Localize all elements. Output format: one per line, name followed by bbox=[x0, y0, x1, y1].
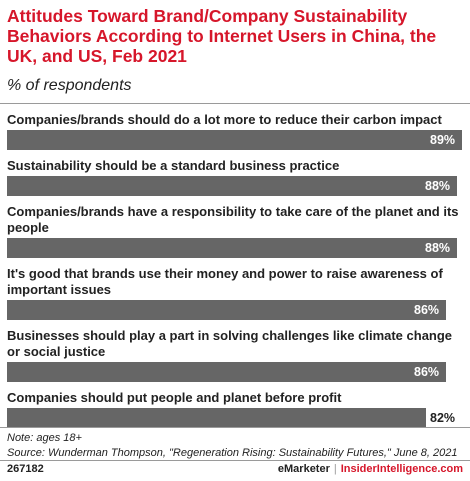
chart-notes: Note: ages 18+ Source: Wunderman Thompso… bbox=[7, 431, 458, 461]
bar-value-label: 82% bbox=[430, 411, 456, 425]
category-label: Companies/brands have a responsibility t… bbox=[7, 204, 459, 235]
bar bbox=[7, 362, 446, 382]
bar bbox=[7, 408, 426, 428]
insider-intelligence-link[interactable]: InsiderIntelligence.com bbox=[340, 463, 463, 475]
bar-value-label: 88% bbox=[425, 241, 451, 255]
bar bbox=[7, 130, 462, 150]
bar bbox=[7, 238, 457, 258]
bar-value-label: 89% bbox=[430, 133, 456, 147]
bar bbox=[7, 176, 457, 196]
chart-title: Attitudes Toward Brand/Company Sustainab… bbox=[7, 6, 437, 66]
bar-value-label: 86% bbox=[414, 303, 440, 317]
emarketer-logo-text: eMarketer bbox=[277, 463, 330, 475]
category-label: Sustainability should be a standard busi… bbox=[7, 158, 340, 173]
source-text: Source: Wunderman Thompson, "Regeneratio… bbox=[7, 447, 458, 459]
bottom-divider bbox=[0, 427, 470, 428]
brand-separator: | bbox=[333, 463, 337, 475]
chart-subtitle: % of respondents bbox=[7, 77, 132, 94]
footer-brand: eMarketer | InsiderIntelligence.com bbox=[278, 462, 463, 476]
note-text: Note: ages 18+ bbox=[7, 432, 82, 444]
bar-value-label: 86% bbox=[414, 365, 440, 379]
footer-divider bbox=[0, 460, 470, 461]
top-divider bbox=[0, 103, 470, 104]
category-label: Companies should put people and planet b… bbox=[7, 390, 342, 405]
chart-id: 267182 bbox=[7, 463, 44, 475]
category-label: Businesses should play a part in solving… bbox=[7, 328, 453, 359]
category-label: It's good that brands use their money an… bbox=[7, 266, 443, 297]
bar-value-label: 88% bbox=[425, 179, 451, 193]
category-label: Companies/brands should do a lot more to… bbox=[7, 112, 442, 127]
bar bbox=[7, 300, 446, 320]
